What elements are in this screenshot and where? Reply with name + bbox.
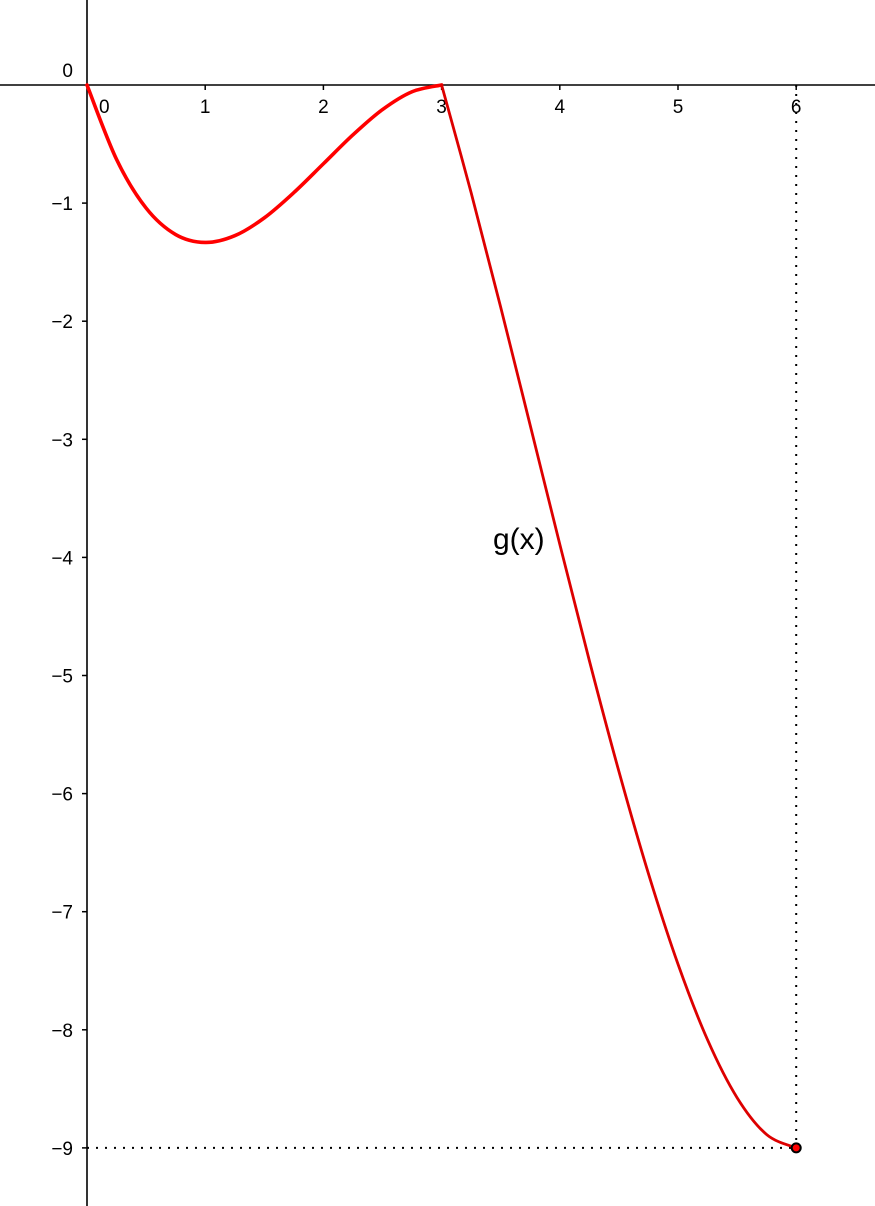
curve-piece-1 bbox=[85, 83, 444, 245]
curves bbox=[85, 83, 802, 1154]
x-tick-label: 1 bbox=[200, 97, 211, 118]
y-tick-label: −9 bbox=[51, 1139, 73, 1160]
x-tick-label: 5 bbox=[673, 97, 684, 118]
y-tick-label: −1 bbox=[51, 194, 73, 215]
y-tick-label: −5 bbox=[51, 667, 73, 688]
x-tick-label: 3 bbox=[436, 97, 447, 118]
y-tick-label: −7 bbox=[51, 903, 73, 924]
y-tick-label: −4 bbox=[51, 548, 73, 569]
x-tick-label: 2 bbox=[318, 97, 329, 118]
guide-lines bbox=[87, 85, 798, 1149]
endpoint-marker[interactable] bbox=[790, 1142, 802, 1154]
y-tick-label: 0 bbox=[62, 61, 73, 82]
x-tick-label: 4 bbox=[555, 97, 566, 118]
y-tick-label: −3 bbox=[51, 430, 73, 451]
y-tick-label: −6 bbox=[51, 785, 73, 806]
curve-piece-2 bbox=[440, 83, 798, 1150]
y-tick-label: −2 bbox=[51, 312, 73, 333]
tick-labels: 0 1 2 3 4 5 6 0 −1 −2 −3 −4 −5 −6 −7 −8 −9 bbox=[51, 61, 801, 1160]
x-tick-label: 6 bbox=[791, 97, 802, 118]
y-tick-label: −8 bbox=[51, 1021, 73, 1042]
function-label-g: g(x) bbox=[493, 523, 545, 556]
x-tick-label: 0 bbox=[99, 97, 110, 118]
